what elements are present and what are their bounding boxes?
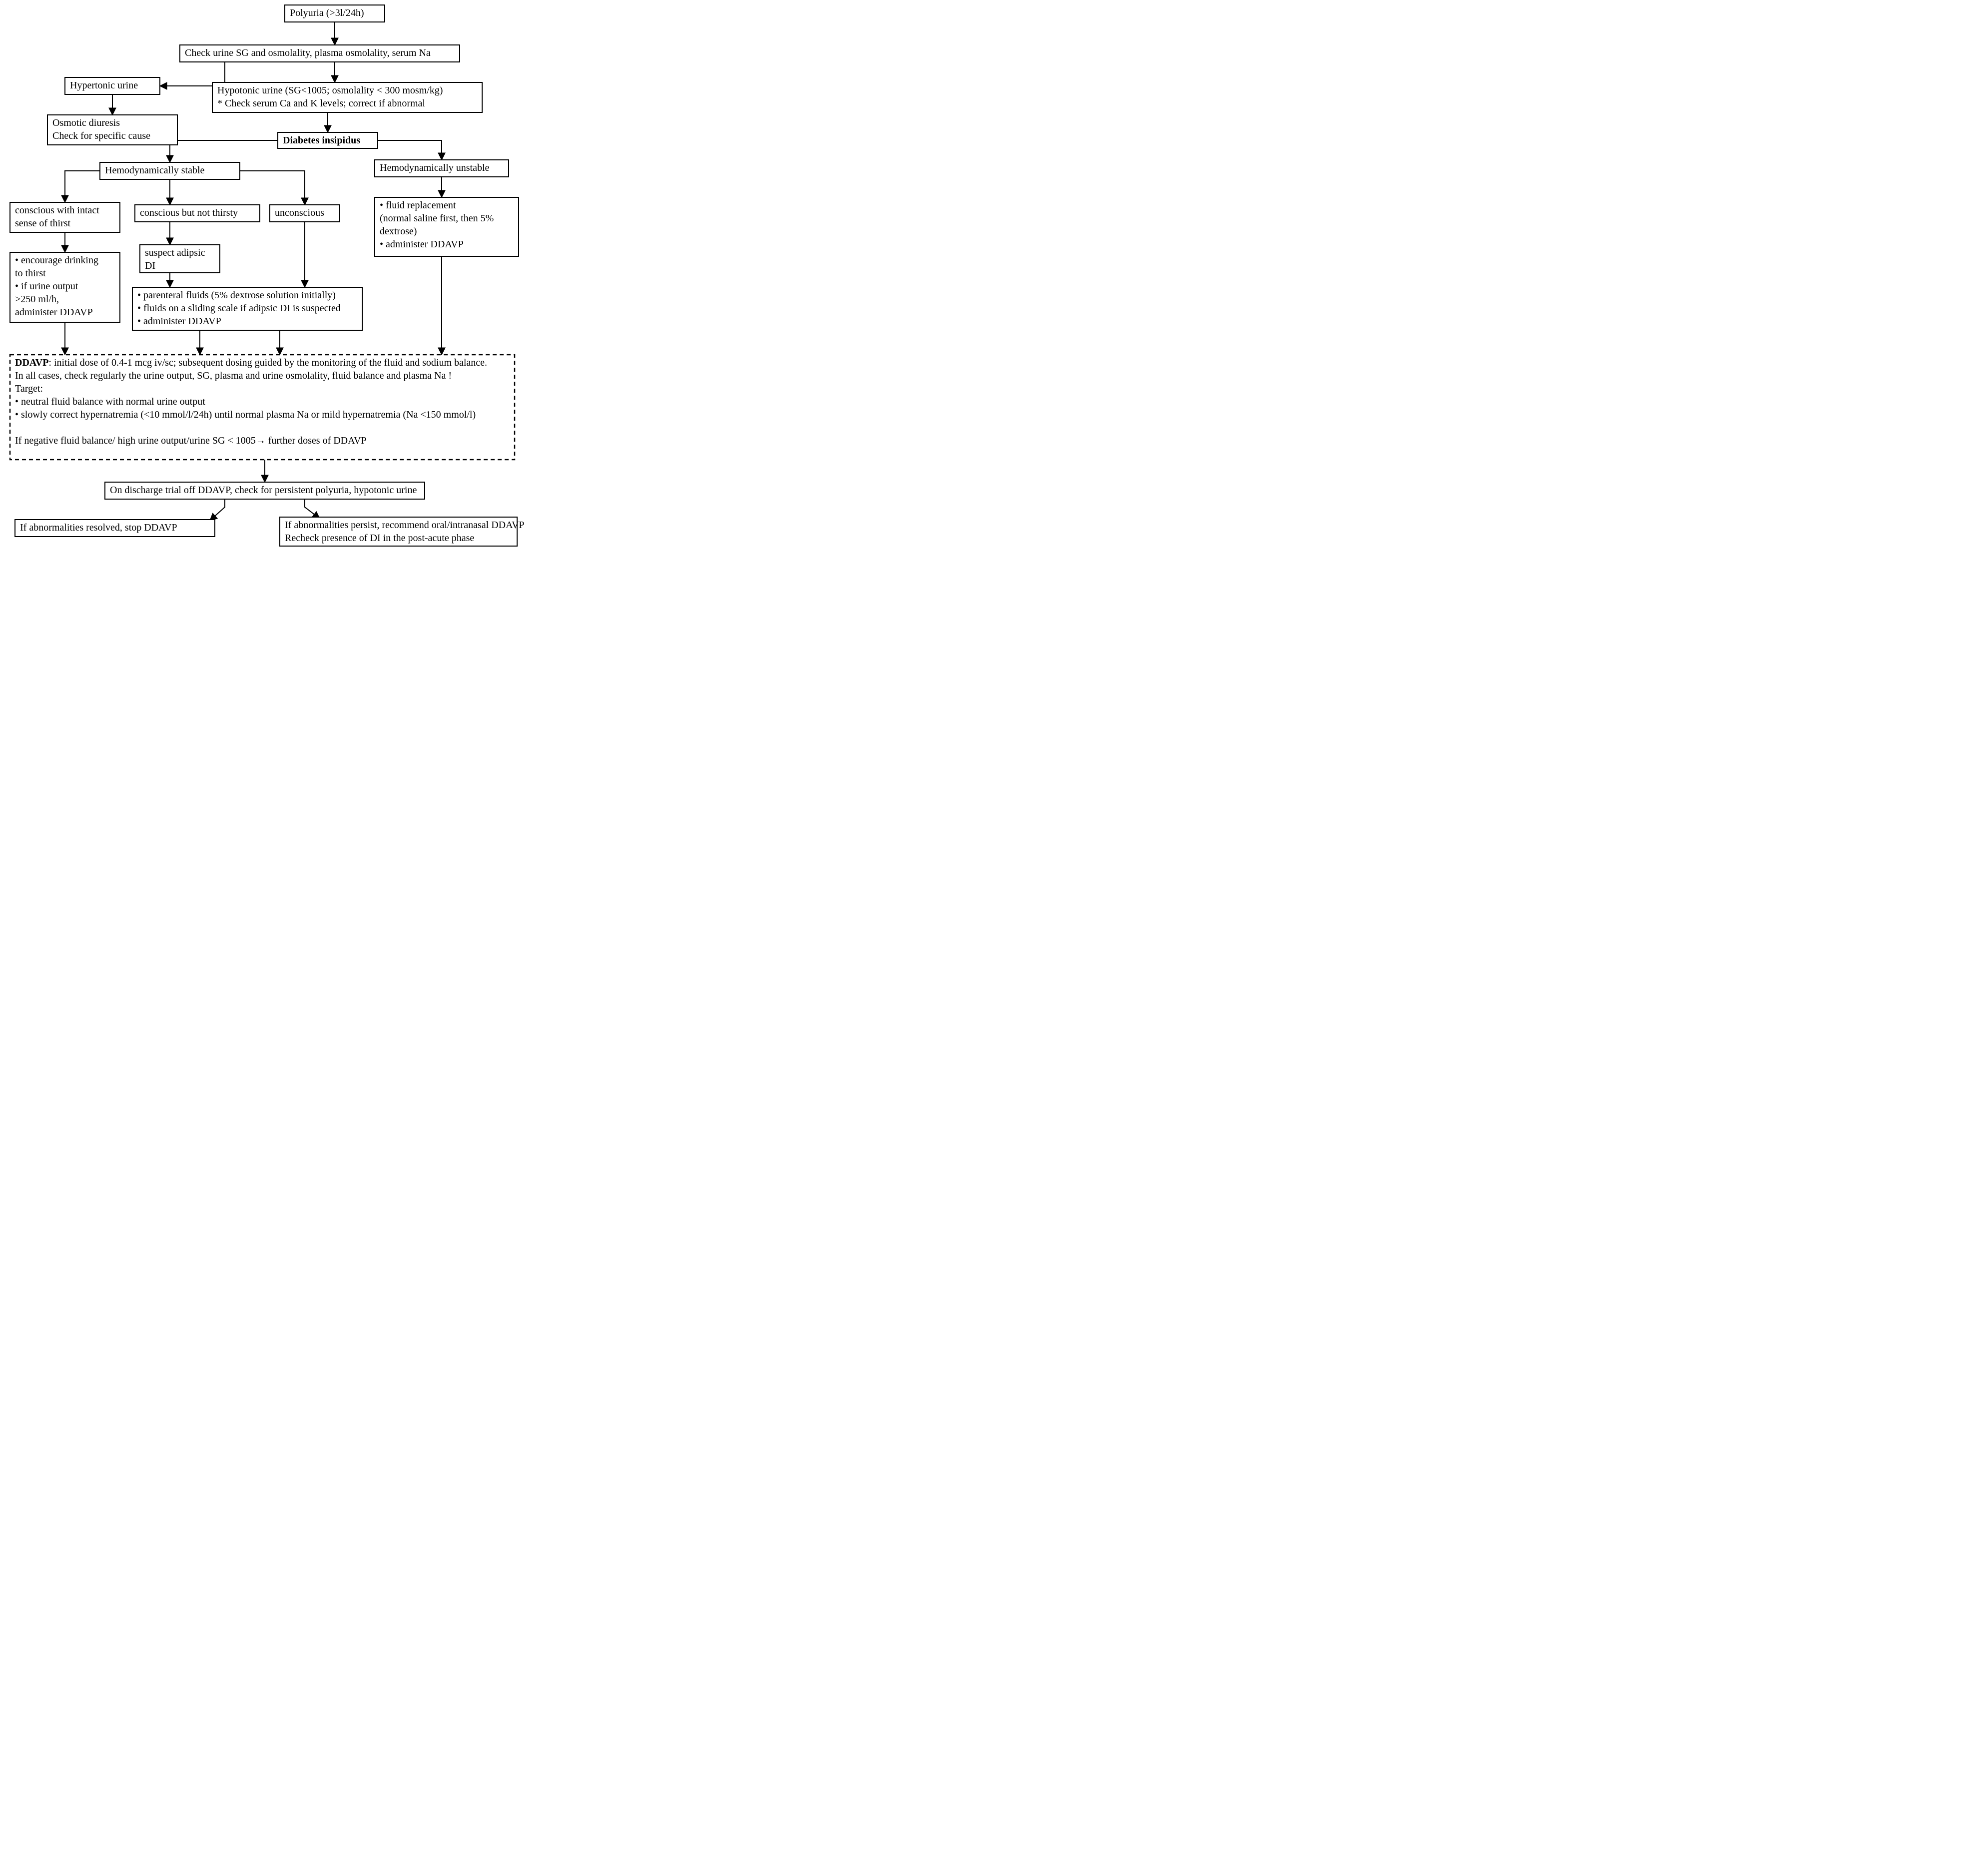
node-text: Osmotic diuresis [52, 117, 120, 128]
node-text: If negative fluid balance/ high urine ou… [15, 435, 367, 446]
node-text: Check for specific cause [52, 130, 150, 141]
node-text: • parenteral fluids (5% dextrose solutio… [137, 290, 336, 301]
node-text: administer DDAVP [15, 307, 93, 318]
node-polyuria: Polyuria (>3l/24h) [285, 5, 385, 22]
node-text: Diabetes insipidus [283, 135, 360, 146]
node-encourage: • encourage drinking to thirst • if urine … [10, 252, 120, 322]
node-text: • administer DDAVP [137, 316, 221, 327]
node-text: Target: [15, 383, 43, 394]
node-ddavp_dashed: DDAVP: initial dose of 0.4-1 mcg iv/sc; … [10, 355, 515, 460]
node-resolved: If abnormalities resolved, stop DDAVP [15, 520, 215, 537]
node-text: • administer DDAVP [380, 239, 464, 250]
node-conscious_not: conscious but not thirsty [135, 205, 260, 222]
node-text: Recheck presence of DI in the post-acute… [285, 533, 474, 544]
edge [65, 171, 100, 202]
node-hypertonic: Hypertonic urine [65, 77, 160, 94]
node-fluid_replace: • fluid replacement (normal saline first,… [375, 197, 519, 256]
node-text: • slowly correct hypernatremia (<10 mmol… [15, 409, 476, 420]
node-text: • neutral fluid balance with normal urin… [15, 396, 205, 407]
node-discharge: On discharge trial off DDAVP, check for … [105, 482, 425, 499]
node-text: conscious but not thirsty [140, 207, 238, 218]
node-text: In all cases, check regularly the urine … [15, 370, 452, 381]
node-text: unconscious [275, 207, 324, 218]
node-hemo_unstable: Hemodynamically unstable [375, 160, 509, 177]
node-text: Hypertonic urine [70, 80, 138, 91]
node-text: * Check serum Ca and K levels; correct i… [217, 98, 425, 109]
node-text: Hemodynamically stable [105, 165, 205, 176]
node-text: • fluid replacement [380, 200, 456, 211]
node-suspect_adipsic: suspect adipsic DI [140, 245, 220, 273]
node-osmotic: Osmotic diuresis Check for specific cause [47, 115, 177, 145]
node-text: Check urine SG and osmolality, plasma os… [185, 47, 431, 58]
node-text: Polyuria (>3l/24h) [290, 7, 364, 18]
node-text: • if urine output [15, 281, 78, 292]
node-text: Hemodynamically unstable [380, 162, 490, 173]
node-check_urine: Check urine SG and osmolality, plasma os… [180, 45, 460, 62]
node-text: DDAVP: initial dose of 0.4-1 mcg iv/sc; … [15, 357, 487, 368]
node-text: • fluids on a sliding scale if adipsic D… [137, 303, 341, 314]
node-text: suspect adipsic [145, 247, 205, 258]
node-text: Hypotonic urine (SG<1005; osmolality < 3… [217, 85, 443, 96]
node-conscious_thirst: conscious with intact sense of thirst [10, 202, 120, 232]
node-persist: If abnormalities persist, recommend oral… [280, 517, 525, 546]
edge [210, 499, 225, 521]
node-text: If abnormalities resolved, stop DDAVP [20, 522, 177, 533]
edge [240, 171, 305, 205]
node-text: conscious with intact [15, 205, 99, 216]
edge [305, 499, 320, 519]
node-unconscious: unconscious [270, 205, 340, 222]
node-di: Diabetes insipidus [278, 132, 378, 148]
node-hemo_stable: Hemodynamically stable [100, 162, 240, 179]
node-text: >250 ml/h, [15, 294, 59, 305]
node-text: to thirst [15, 268, 46, 279]
node-text: (normal saline first, then 5% [380, 213, 494, 224]
node-text: DI [145, 260, 155, 271]
node-text: On discharge trial off DDAVP, check for … [110, 485, 417, 496]
edge [378, 140, 442, 160]
node-hypotonic: Hypotonic urine (SG<1005; osmolality < 3… [212, 82, 482, 112]
node-parenteral: • parenteral fluids (5% dextrose solutio… [132, 287, 362, 330]
node-text: • encourage drinking [15, 255, 98, 266]
node-text: sense of thirst [15, 218, 71, 229]
edge [170, 140, 278, 162]
node-text: dextrose) [380, 226, 417, 237]
node-text: If abnormalities persist, recommend oral… [285, 520, 525, 531]
